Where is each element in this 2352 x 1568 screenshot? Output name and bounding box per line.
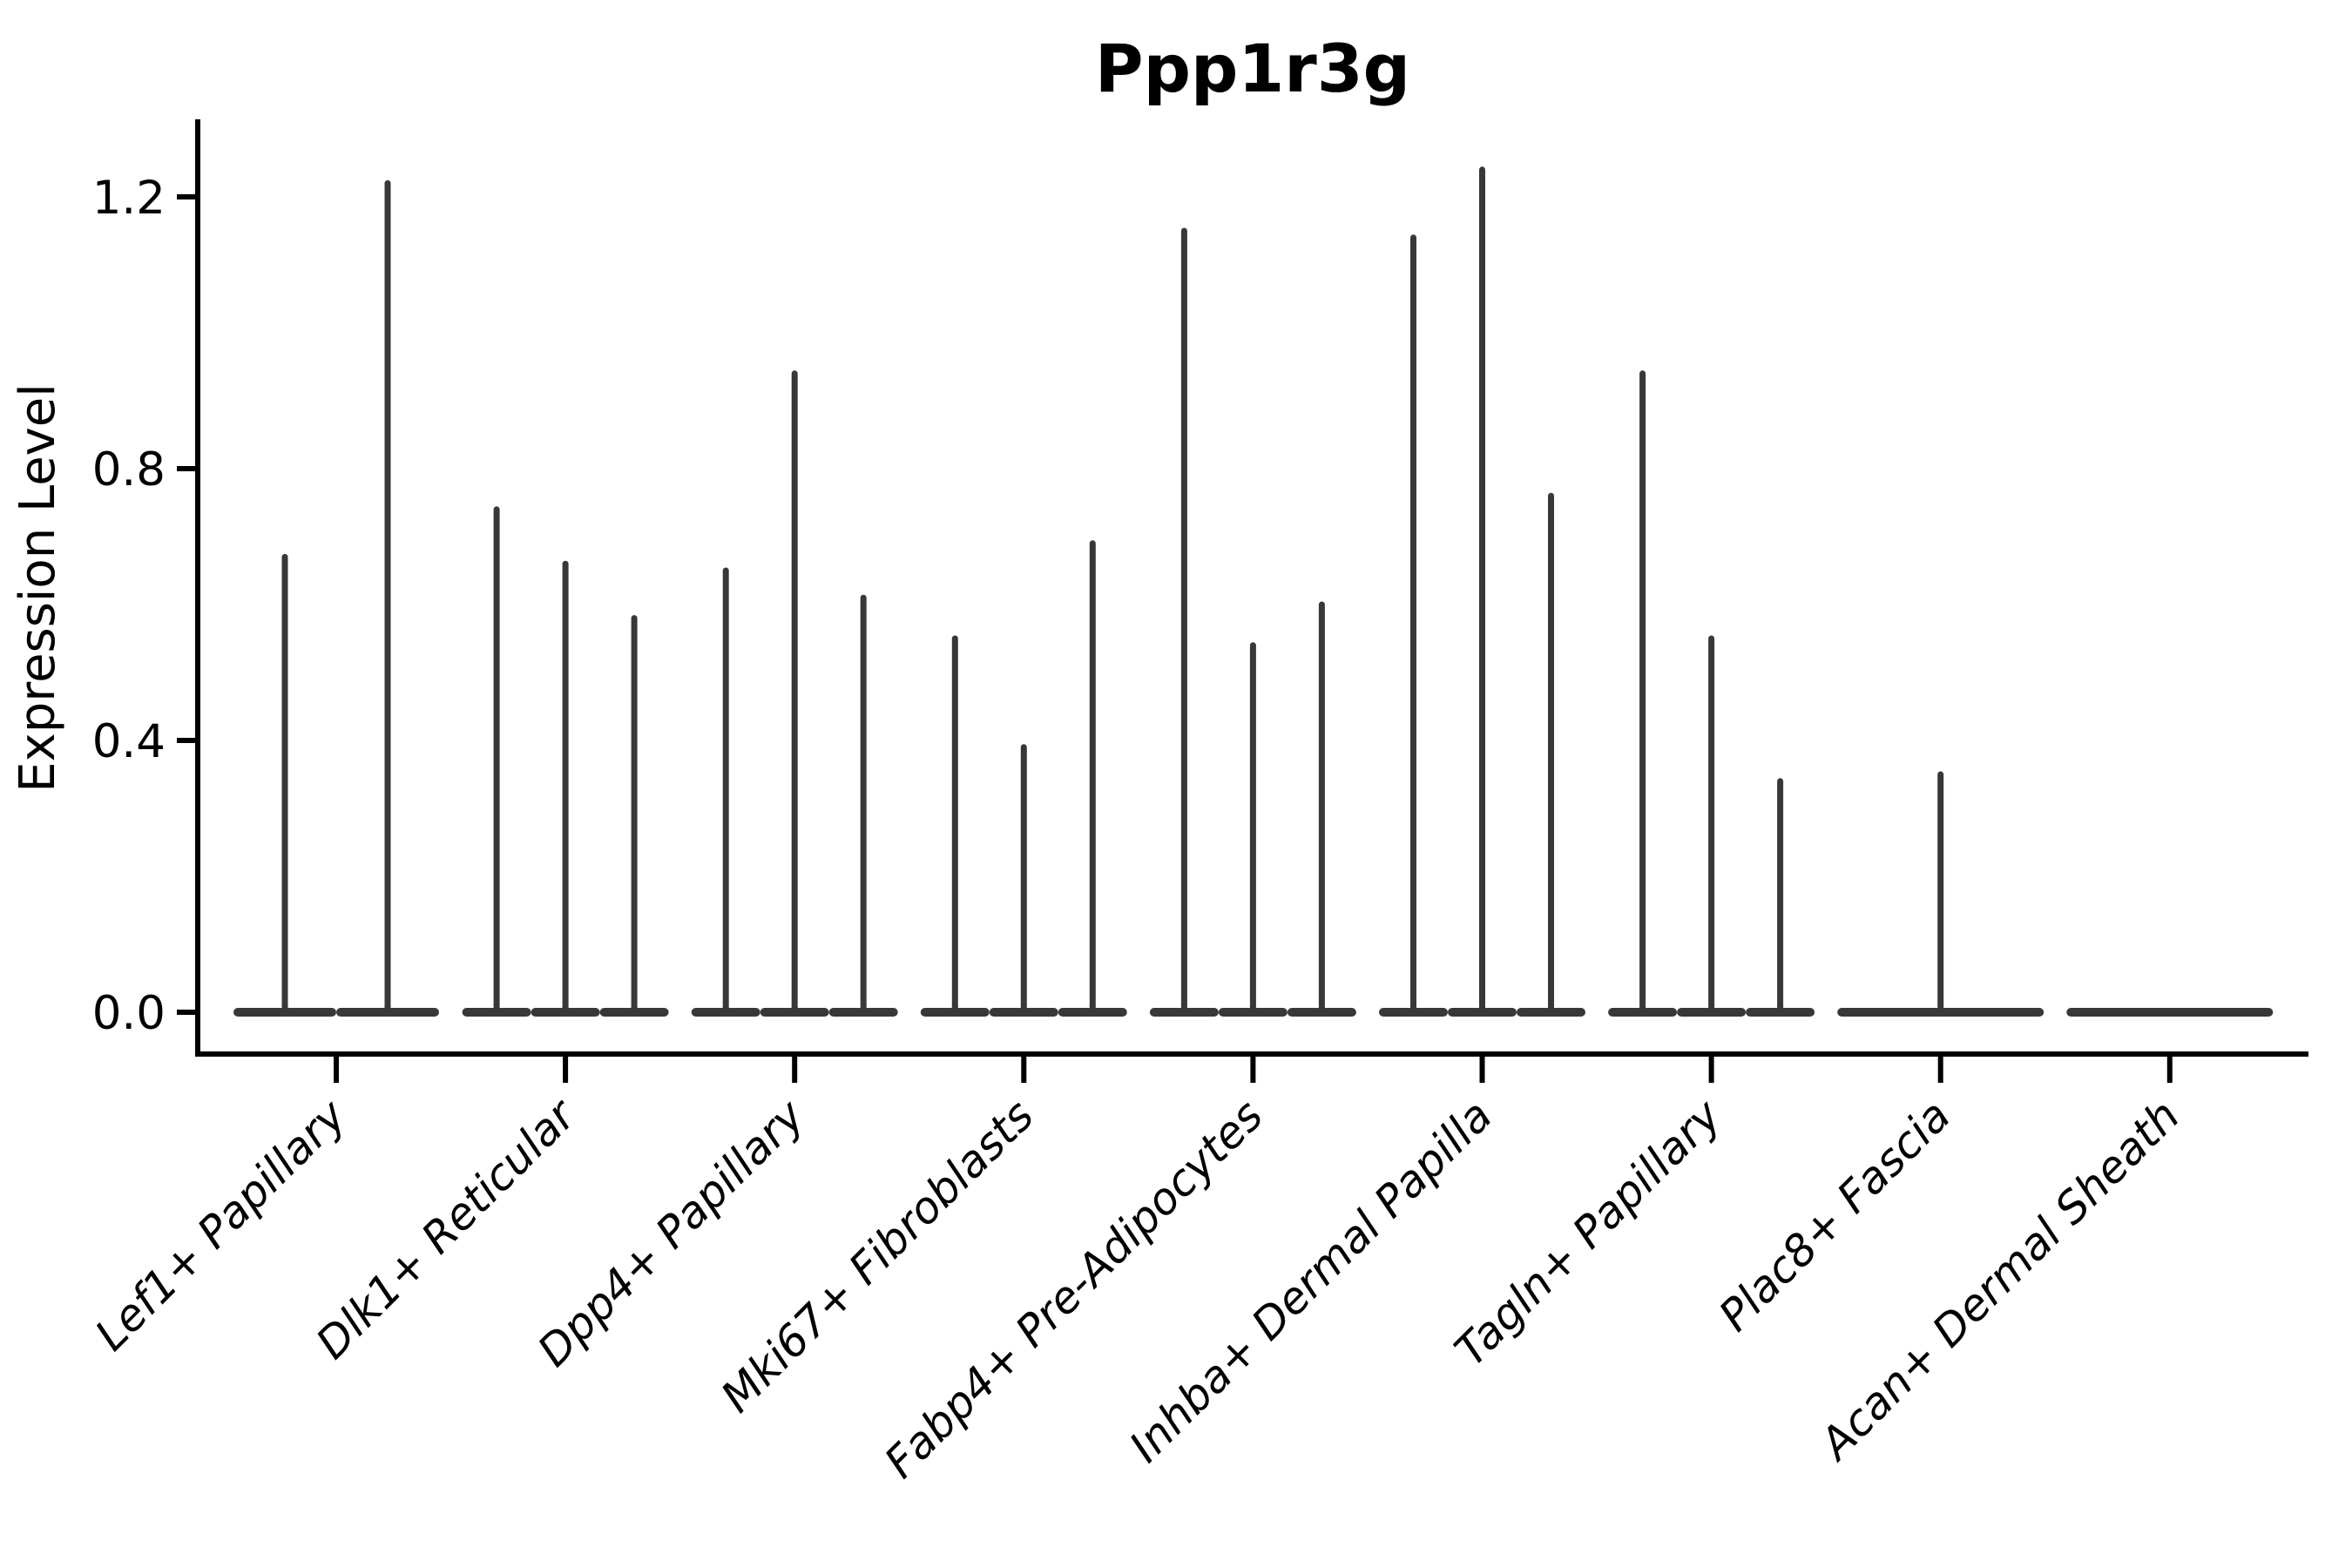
chart-title: Ppp1r3g (1095, 30, 1410, 107)
x-tick-label: Plac8+ Fascia (1709, 1090, 1960, 1341)
y-tick-label: 0.0 (92, 987, 166, 1040)
x-tick-label: Acan+ Dermal Sheath (1808, 1090, 2189, 1470)
x-tick-label: Inhba+ Dermal Papilla (1120, 1090, 1502, 1471)
x-tick-label: Fabp4+ Pre-Adipocytes (875, 1090, 1273, 1488)
y-axis-label: Expression Level (10, 383, 66, 793)
x-tick-label: Lef1+ Papillary (85, 1089, 356, 1360)
y-tick-label: 0.4 (92, 715, 166, 768)
y-tick-label: 1.2 (92, 172, 166, 225)
violin-base (2066, 1008, 2274, 1017)
y-tick-label: 0.8 (92, 443, 166, 497)
